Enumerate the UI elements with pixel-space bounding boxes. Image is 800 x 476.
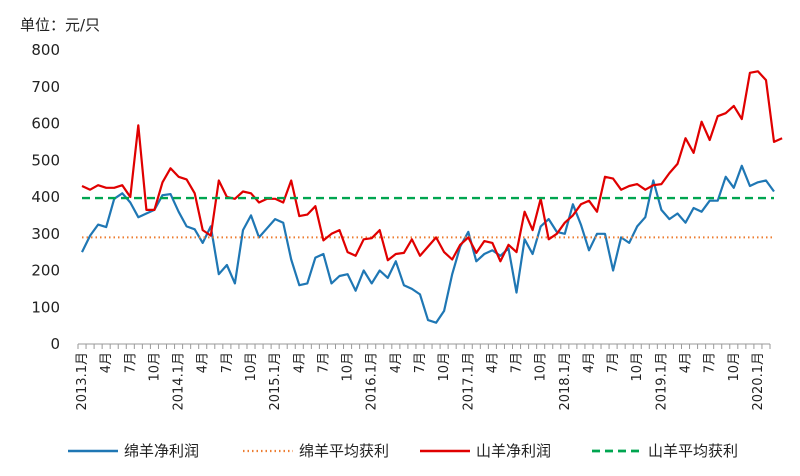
y-tick-label: 500 [31,151,60,169]
y-tick-label: 200 [31,262,60,280]
y-tick-label: 400 [31,188,60,206]
x-tick-label: 7月 [510,352,525,373]
series-line-3 [81,70,783,263]
x-tick-label: 2020.1月 [751,352,766,411]
chart-series [81,70,783,324]
x-tick-label: 4月 [389,352,404,373]
legend-label-1: 绵羊净利润 [124,442,199,460]
x-tick-label: 10月 [244,352,259,382]
legend-label-4: 山羊平均获利 [648,442,738,460]
x-tick-label: 10月 [437,352,452,382]
legend-label-2: 绵羊平均获利 [299,442,389,460]
x-axis-ticks: 2013.1月 4月 7月 10月 2014.1月 4月 7月 10月 2015.1月 4月 7月 1… [75,344,771,411]
x-tick-label: 7月 [703,352,718,373]
x-tick-label: 4月 [196,352,211,373]
x-tick-label: 2013.1月 [75,352,90,411]
x-tick-label: 10月 [147,352,162,382]
x-tick-label: 10月 [534,352,549,382]
x-tick-label: 7月 [220,352,235,373]
y-tick-label: 600 [31,115,60,133]
x-tick-label: 7月 [123,352,138,373]
y-axis-unit-label: 单位：元/只 [20,16,101,34]
x-tick-label: 2018.1月 [558,352,573,411]
y-tick-label: 0 [50,335,60,353]
y-tick-label: 800 [31,41,60,59]
x-tick-label: 10月 [630,352,645,382]
x-tick-label: 4月 [292,352,307,373]
y-tick-label: 300 [31,225,60,243]
x-tick-label: 4月 [485,352,500,373]
x-tick-label: 2016.1月 [365,352,380,411]
x-tick-label: 4月 [582,352,597,373]
x-tick-label: 2017.1月 [461,352,476,411]
series-line-1 [81,164,775,324]
y-axis-ticks: 0 100 200 300 400 500 600 700 800 [31,41,60,353]
x-tick-label: 4月 [99,352,114,373]
x-tick-label: 2014.1月 [172,352,187,411]
legend-label-3: 山羊净利润 [476,442,551,460]
chart-legend: 绵羊净利润 绵羊平均获利 山羊净利润 山羊平均获利 [68,442,738,460]
y-tick-label: 700 [31,78,60,96]
x-tick-label: 7月 [316,352,331,373]
y-tick-label: 100 [31,298,60,316]
x-tick-label: 10月 [341,352,356,382]
x-tick-label: 2019.1月 [654,352,669,411]
x-tick-label: 4月 [679,352,694,373]
x-tick-label: 7月 [606,352,621,373]
x-tick-label: 2015.1月 [268,352,283,411]
x-tick-label: 10月 [727,352,742,382]
x-tick-label: 7月 [413,352,428,373]
